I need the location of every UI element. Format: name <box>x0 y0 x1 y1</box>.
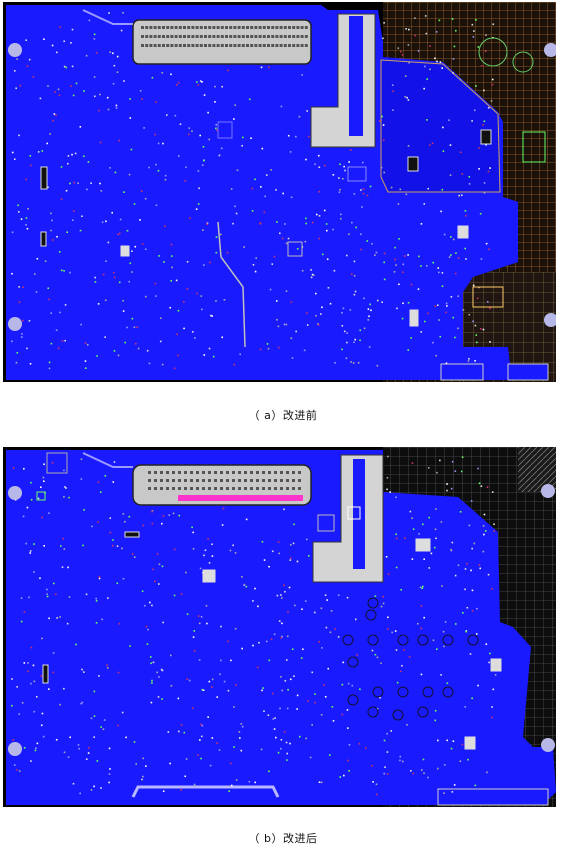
mount-hole <box>544 43 556 57</box>
signal-trace <box>217 221 246 348</box>
pcb-layout-before <box>3 2 556 382</box>
mount-hole <box>541 738 555 752</box>
mount-hole <box>8 317 22 331</box>
mount-hole <box>8 486 22 500</box>
mount-hole <box>8 742 22 756</box>
highlighted-pin-row <box>178 495 303 501</box>
figure-caption-a: （ a）改进前 <box>248 409 318 422</box>
connector-footprint <box>132 19 312 65</box>
mount-hole <box>8 43 22 57</box>
mount-hole <box>541 484 555 498</box>
figure-caption-b: （ b）改进后 <box>248 832 318 845</box>
mount-hole <box>544 313 556 327</box>
signal-trace <box>131 785 280 798</box>
pcb-layout-after <box>3 447 556 807</box>
